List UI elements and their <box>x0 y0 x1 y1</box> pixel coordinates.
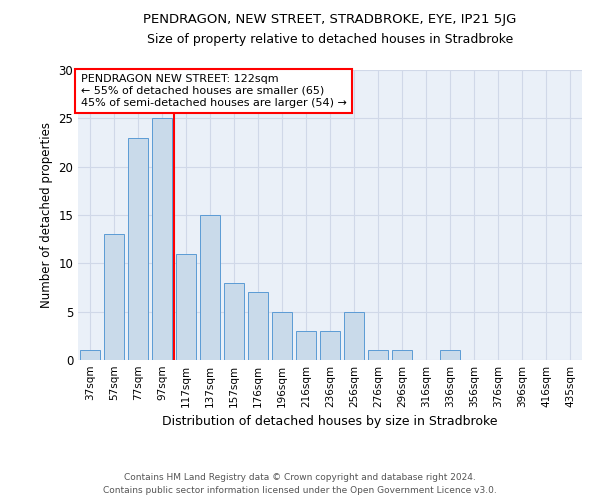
Bar <box>128 138 148 360</box>
Bar <box>224 282 244 360</box>
Text: Size of property relative to detached houses in Stradbroke: Size of property relative to detached ho… <box>147 32 513 46</box>
Text: PENDRAGON, NEW STREET, STRADBROKE, EYE, IP21 5JG: PENDRAGON, NEW STREET, STRADBROKE, EYE, … <box>143 12 517 26</box>
Text: PENDRAGON NEW STREET: 122sqm
← 55% of detached houses are smaller (65)
45% of se: PENDRAGON NEW STREET: 122sqm ← 55% of de… <box>80 74 346 108</box>
X-axis label: Distribution of detached houses by size in Stradbroke: Distribution of detached houses by size … <box>162 416 498 428</box>
Bar <box>104 234 124 360</box>
Bar <box>296 331 316 360</box>
Bar <box>272 312 292 360</box>
Text: Contains HM Land Registry data © Crown copyright and database right 2024.
Contai: Contains HM Land Registry data © Crown c… <box>103 474 497 495</box>
Bar <box>320 331 340 360</box>
Bar <box>176 254 196 360</box>
Y-axis label: Number of detached properties: Number of detached properties <box>40 122 53 308</box>
Bar <box>200 215 220 360</box>
Bar <box>152 118 172 360</box>
Bar <box>344 312 364 360</box>
Bar <box>392 350 412 360</box>
Bar <box>440 350 460 360</box>
Bar <box>80 350 100 360</box>
Bar <box>368 350 388 360</box>
Bar <box>248 292 268 360</box>
